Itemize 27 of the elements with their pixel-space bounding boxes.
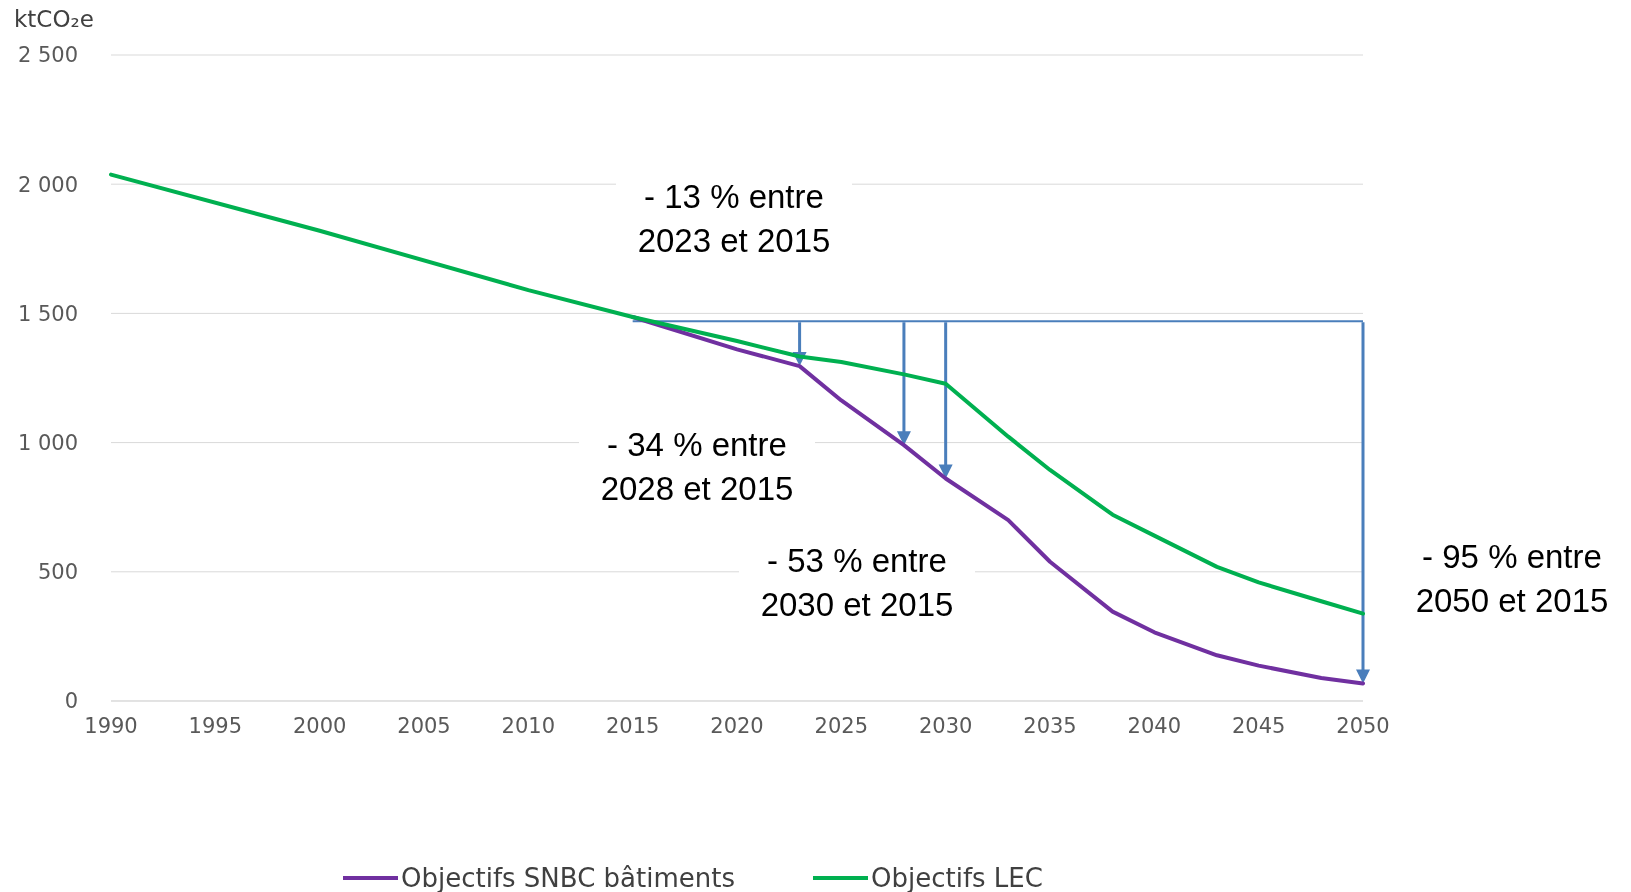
x-tick-label: 2010 xyxy=(501,714,556,738)
x-tick-label: 2040 xyxy=(1127,714,1182,738)
legend-label: Objectifs SNBC bâtiments xyxy=(401,863,736,892)
y-tick-label: 2 500 xyxy=(17,43,78,68)
y-tick-label: 1 000 xyxy=(17,430,78,455)
y-tick-label: 1 500 xyxy=(17,301,78,326)
x-tick-label: 1995 xyxy=(188,714,243,738)
y-tick-label: 2 000 xyxy=(17,172,78,197)
x-tick-label: 2035 xyxy=(1023,714,1077,738)
x-tick-label: 1990 xyxy=(84,714,138,738)
x-tick-label: 2000 xyxy=(292,714,347,738)
line-series xyxy=(109,172,1365,616)
y-tick-label: 500 xyxy=(37,560,78,585)
x-tick-label: 2015 xyxy=(605,714,660,738)
x-tick-label: 2045 xyxy=(1231,714,1286,738)
legend-label: Objectifs LEC xyxy=(871,863,1043,892)
x-tick-label: 2030 xyxy=(918,714,973,738)
x-tick-label: 2025 xyxy=(814,714,869,738)
x-tick-label: 2005 xyxy=(397,714,451,738)
text: - 95 % entre 2050 et 2015 xyxy=(1415,538,1609,619)
annotation: - 53 % entre 2030 et 2015 xyxy=(760,542,954,623)
annotation: - 34 % entre 2028 et 2015 xyxy=(600,426,794,507)
y-tick-label: 0 xyxy=(64,689,78,714)
y-axis-title: ktCO₂e xyxy=(14,6,94,32)
x-tick-label: 2050 xyxy=(1336,714,1390,738)
x-tick-label: 2020 xyxy=(710,714,764,738)
annotation: - 13 % entre 2023 et 2015 xyxy=(637,178,831,259)
